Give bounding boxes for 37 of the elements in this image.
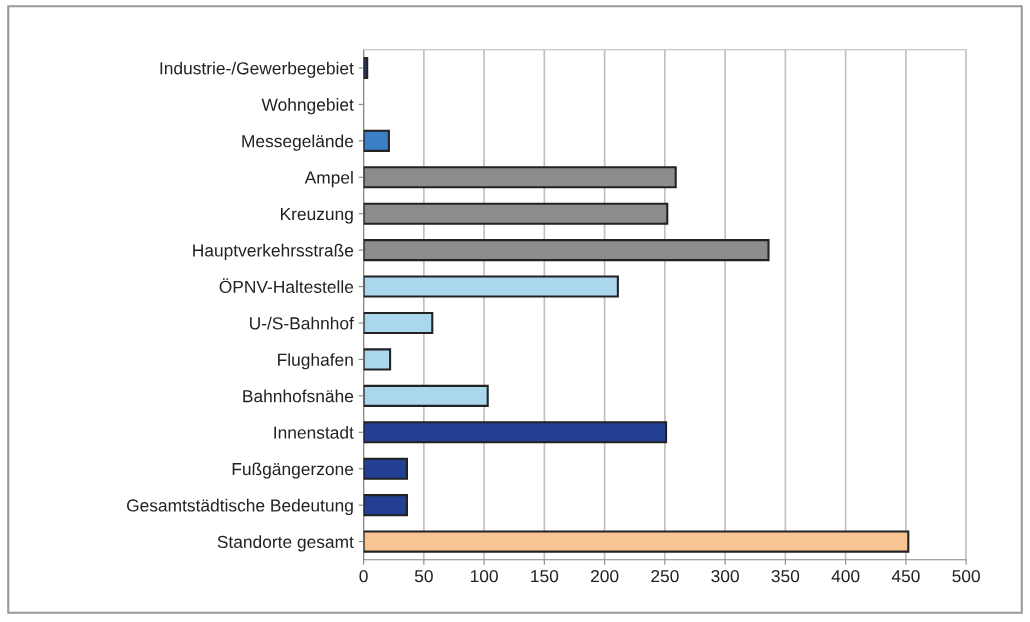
y-tick-label: Fußgängerzone: [232, 462, 354, 479]
bar: [363, 239, 770, 262]
bar: [363, 384, 489, 407]
bar: [363, 457, 409, 480]
x-tick-label: 0: [359, 569, 368, 583]
y-tick-label: ÖPNV-Haltestelle: [219, 278, 354, 294]
x-tick-label: 300: [711, 569, 739, 583]
x-tick-label: 400: [831, 569, 860, 583]
y-tick-label: Hauptverkehrsstraße: [193, 243, 354, 261]
y-tick-label: Messegelände: [242, 134, 354, 151]
x-tick-label: 50: [414, 569, 433, 583]
x-tick-label: 450: [891, 569, 920, 583]
bar: [363, 530, 910, 553]
bar: [363, 311, 434, 335]
y-tick-label: Innenstadt: [274, 426, 354, 439]
x-tick-label: 250: [651, 569, 679, 583]
x-tick-label: 500: [952, 569, 980, 583]
y-tick-label: Wohngebiet: [261, 98, 354, 115]
bar: [363, 275, 619, 298]
bar: [363, 129, 390, 152]
y-tick-label: U-/S-Bahnhof: [250, 316, 354, 330]
x-tick-label: 200: [591, 569, 619, 583]
bar: [363, 494, 409, 517]
bar: [363, 202, 669, 225]
y-tick-label: Industrie-/Gewerbegebiet: [160, 61, 354, 78]
y-tick-label: Bahnhofsnähe: [243, 389, 354, 403]
y-tick-label: Standorte gesamt: [217, 535, 354, 552]
bar: [363, 348, 392, 371]
x-tick-label: 100: [470, 569, 498, 583]
bar: [363, 166, 677, 189]
x-tick-label: 350: [771, 569, 800, 583]
x-tick-label: 150: [531, 569, 559, 583]
y-tick-label: Ampel: [304, 170, 353, 188]
bar: [363, 421, 668, 444]
y-tick-label: Gesamtstädtische Bedeutung: [126, 498, 353, 516]
y-tick-label: Kreuzung: [280, 208, 353, 224]
y-tick-label: Flughafen: [278, 353, 353, 370]
